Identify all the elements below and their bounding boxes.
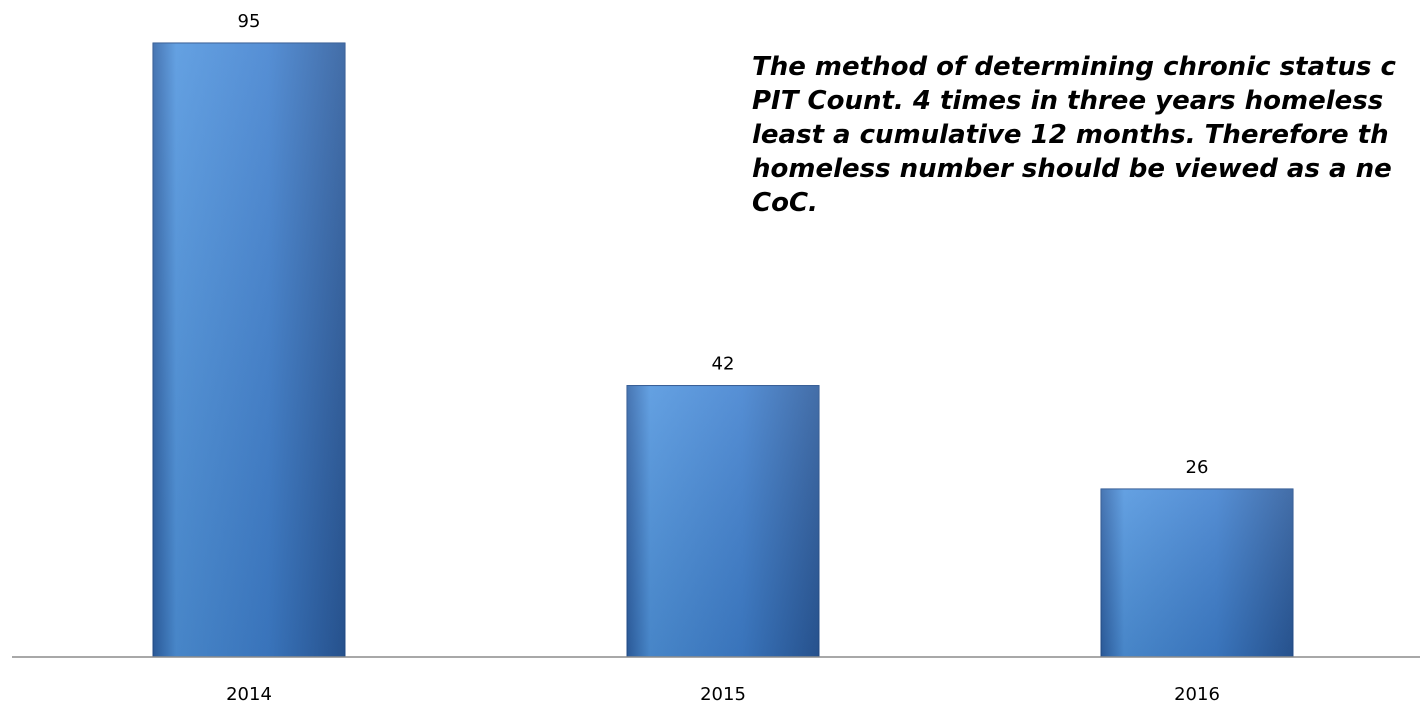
- annotation-line-2: PIT Count. 4 times in three years homele…: [752, 86, 1384, 116]
- data-labels-group: 95 42 26: [238, 11, 1209, 478]
- x-tick-labels-group: 2014 2015 2016: [226, 684, 1220, 705]
- x-tick-label-2016: 2016: [1174, 684, 1220, 705]
- x-tick-label-2015: 2015: [700, 684, 746, 705]
- bar-shade-2016: [1101, 488, 1293, 657]
- data-label-2015: 42: [712, 354, 735, 375]
- annotation-line-1: The method of determining chronic status…: [752, 52, 1396, 82]
- annotation-line-5: CoC.: [752, 188, 818, 218]
- x-tick-label-2014: 2014: [226, 684, 272, 705]
- data-label-2016: 26: [1186, 457, 1209, 478]
- data-label-2014: 95: [238, 11, 261, 32]
- bar-shade-2014: [153, 43, 345, 657]
- annotation-line-4: homeless number should be viewed as a ne: [752, 154, 1392, 184]
- bar-shade-2015: [627, 385, 819, 657]
- chart-annotation: The method of determining chronic status…: [752, 50, 1420, 220]
- annotation-line-3: least a cumulative 12 months. Therefore …: [752, 120, 1389, 150]
- bars-group: [152, 42, 1294, 658]
